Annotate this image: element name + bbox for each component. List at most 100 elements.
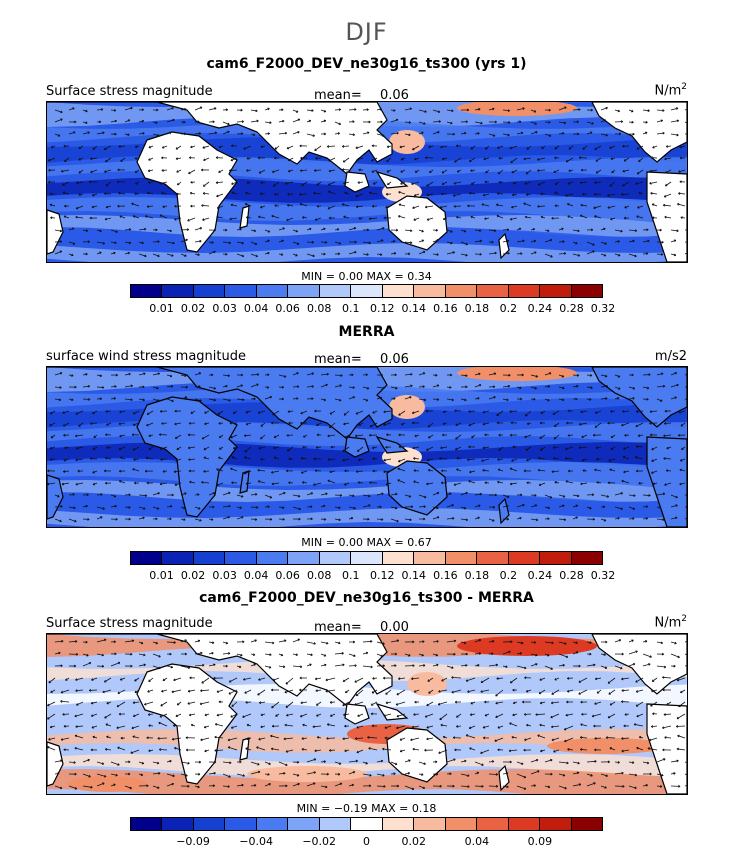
stress-vector-head <box>467 690 470 693</box>
stress-vector-head <box>635 469 639 473</box>
stress-vector <box>348 760 358 763</box>
stress-vector-head <box>114 241 117 245</box>
stress-vector <box>124 241 131 244</box>
stress-vector-head <box>372 411 375 414</box>
stress-vector-head <box>436 663 439 667</box>
stress-vector-head <box>480 121 483 125</box>
stress-vector-head <box>676 383 679 387</box>
stress-vector <box>272 677 280 681</box>
stress-vector <box>50 458 56 461</box>
stress-vector <box>376 760 383 763</box>
stress-vector-head <box>621 689 624 692</box>
stress-vector-head <box>326 723 330 726</box>
stress-vector-head <box>610 410 613 413</box>
stress-vector-head <box>357 481 361 484</box>
stress-vector <box>488 640 495 643</box>
stress-vector-head <box>104 217 108 221</box>
stress-vector <box>460 506 467 509</box>
stress-vector-head <box>198 772 201 776</box>
stress-vector-head <box>174 746 177 750</box>
stress-vector <box>271 215 280 219</box>
stress-vector <box>166 253 174 257</box>
stress-vector-head <box>367 131 370 135</box>
stress-vector-head <box>283 375 287 378</box>
stress-vector <box>301 181 308 186</box>
stress-vector-head <box>579 181 583 184</box>
stress-vector-head <box>296 773 300 777</box>
stress-vector-head <box>635 445 639 448</box>
stress-vector <box>558 398 565 401</box>
stress-vector <box>544 506 550 509</box>
stress-vector-head <box>227 652 231 655</box>
stress-vector <box>264 665 272 669</box>
stress-vector <box>455 434 462 440</box>
stress-vector <box>166 505 173 508</box>
stress-vector <box>160 458 168 461</box>
stress-vector <box>215 723 224 727</box>
stress-vector <box>82 518 90 520</box>
stress-vector-head <box>594 215 597 218</box>
stress-vector-head <box>184 396 188 399</box>
stress-vector-head <box>380 373 383 377</box>
stress-vector <box>607 713 616 719</box>
stress-vector <box>152 372 160 376</box>
field-hotspot <box>457 102 577 116</box>
stress-vector-head <box>649 433 652 437</box>
stress-vector-head <box>184 639 187 642</box>
stress-vector-head <box>156 108 159 112</box>
landmass <box>344 171 370 193</box>
stress-vector-head <box>395 492 398 496</box>
stress-vector <box>68 131 76 135</box>
stress-vector-head <box>198 507 201 510</box>
stress-vector <box>460 641 467 644</box>
stress-vector <box>242 713 252 718</box>
stress-vector-head <box>590 774 593 777</box>
stress-vector <box>628 663 636 667</box>
stress-vector <box>278 640 287 643</box>
stress-vector-head <box>425 409 428 413</box>
stress-vector <box>132 735 140 739</box>
stress-vector-head <box>396 692 399 696</box>
stress-vector-head <box>295 229 298 233</box>
stress-vector-head <box>200 689 203 693</box>
stress-vector-head <box>118 422 121 426</box>
stress-vector <box>180 665 190 669</box>
stress-vector-head <box>664 215 667 219</box>
stress-vector <box>456 713 462 718</box>
stress-vector <box>216 193 224 197</box>
stress-vector-head <box>131 639 135 643</box>
stress-vector-head <box>421 239 425 243</box>
stress-vector <box>628 253 637 257</box>
stress-vector <box>622 456 630 460</box>
stress-vector <box>358 422 364 426</box>
stress-vector-head <box>580 700 583 704</box>
stress-vector <box>426 701 434 706</box>
stress-vector <box>526 724 532 727</box>
stress-vector-head <box>652 216 655 220</box>
stress-vector-head <box>661 240 664 244</box>
stress-vector-head <box>142 516 145 520</box>
stress-vector-head <box>398 445 401 449</box>
stress-vector <box>216 216 224 219</box>
stress-vector-head <box>246 737 250 741</box>
stress-vector-head <box>547 517 550 521</box>
stress-vector-head <box>49 192 52 196</box>
stress-vector-head <box>379 396 383 400</box>
stress-vector <box>600 133 608 136</box>
stress-vector <box>467 458 476 461</box>
stress-vector <box>110 397 116 400</box>
stress-vector-head <box>211 641 215 645</box>
stress-vector-head <box>160 703 163 707</box>
stress-vector <box>465 734 476 739</box>
stress-vector <box>105 205 112 208</box>
stress-vector-head <box>491 652 494 656</box>
stress-vector <box>110 761 120 766</box>
stress-vector-head <box>288 457 291 461</box>
stress-vector <box>635 181 644 185</box>
stress-vector <box>439 457 448 460</box>
stress-vector <box>383 458 392 461</box>
stress-vector-head <box>609 184 612 187</box>
stress-vector-head <box>636 746 639 750</box>
stress-vector <box>314 749 322 752</box>
stress-vector <box>572 385 579 388</box>
